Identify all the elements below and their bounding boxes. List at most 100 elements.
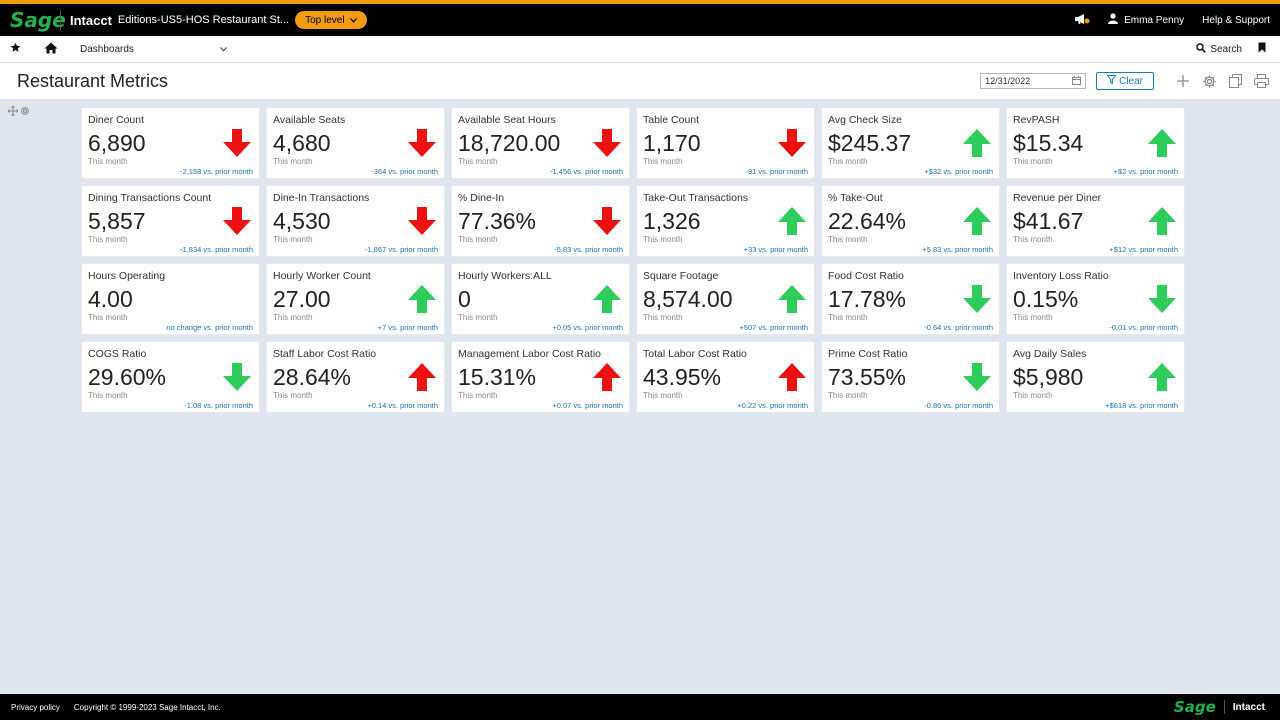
metric-comparison[interactable]: -0.01 vs. prior month	[1109, 323, 1178, 332]
metric-period: This month	[1013, 391, 1053, 400]
arrow-down-icon	[408, 129, 436, 157]
user-menu[interactable]: Emma Penny	[1108, 13, 1184, 27]
clear-filter-button[interactable]: Clear	[1096, 72, 1154, 90]
metric-card[interactable]: Hours Operating 4.00 This month no chang…	[81, 263, 260, 335]
print-icon[interactable]	[1252, 72, 1270, 90]
footer: Privacy policy Copyright © 1999-2023 Sag…	[0, 694, 1280, 720]
metric-period: This month	[828, 391, 868, 400]
metric-title: Revenue per Diner	[1013, 192, 1102, 204]
metric-card[interactable]: Avg Check Size $245.37 This month +$32 v…	[821, 107, 1000, 179]
metric-card[interactable]: Avg Daily Sales $5,980 This month +$618 …	[1006, 341, 1185, 413]
metric-comparison[interactable]: +$32 vs. prior month	[924, 167, 993, 176]
metric-comparison[interactable]: +0.22 vs. prior month	[737, 401, 808, 410]
star-icon[interactable]	[10, 42, 22, 56]
metric-card[interactable]: Dining Transactions Count 5,857 This mon…	[81, 185, 260, 257]
metric-comparison[interactable]: -0.64 vs. prior month	[924, 323, 993, 332]
metric-comparison[interactable]: -1,834 vs. prior month	[180, 245, 253, 254]
company-name[interactable]: Editions-US5-HOS Restaurant St...	[117, 14, 290, 26]
metric-comparison[interactable]: +7 vs. prior month	[377, 323, 438, 332]
metric-comparison[interactable]: -1.08 vs. prior month	[184, 401, 253, 410]
metric-value: 4,680	[273, 130, 331, 156]
dashboards-menu[interactable]: Dashboards	[80, 43, 134, 55]
metric-period: This month	[828, 157, 868, 166]
metric-comparison[interactable]: -1,456 vs. prior month	[550, 167, 623, 176]
metric-comparison[interactable]: +0.14 vs. prior month	[367, 401, 438, 410]
metric-card[interactable]: Take-Out Transactions 1,326 This month +…	[636, 185, 815, 257]
chevron-down-icon[interactable]	[220, 44, 227, 54]
metric-card[interactable]: Revenue per Diner $41.67 This month +$12…	[1006, 185, 1185, 257]
metric-period: This month	[273, 313, 313, 322]
metric-title: Inventory Loss Ratio	[1013, 270, 1109, 282]
metric-value: 15.31%	[458, 364, 537, 390]
filter-icon	[1107, 75, 1117, 87]
metric-period: This month	[458, 235, 498, 244]
metric-card[interactable]: % Dine-In 77.36% This month -5.83 vs. pr…	[451, 185, 630, 257]
metric-value: 8,574.00	[643, 286, 733, 312]
metric-card[interactable]: Available Seat Hours 18,720.00 This mont…	[451, 107, 630, 179]
metric-card[interactable]: Hourly Workers:ALL 0 This month +0.05 vs…	[451, 263, 630, 335]
metric-comparison[interactable]: -0.86 vs. prior month	[924, 401, 993, 410]
home-icon[interactable]	[44, 42, 60, 57]
search-button[interactable]: Search	[1196, 42, 1242, 56]
metric-card[interactable]: Hourly Worker Count 27.00 This month +7 …	[266, 263, 445, 335]
metric-card[interactable]: Diner Count 6,890 This month -2,158 vs. …	[81, 107, 260, 179]
arrow-up-icon	[778, 207, 806, 235]
metric-card[interactable]: Square Footage 8,574.00 This month +507 …	[636, 263, 815, 335]
move-icon[interactable]	[8, 106, 18, 119]
gear-icon[interactable]	[1200, 72, 1218, 90]
arrow-up-icon	[593, 363, 621, 391]
metric-title: Hours Operating	[88, 270, 166, 282]
entity-level-button[interactable]: Top level	[295, 11, 367, 29]
gear-icon[interactable]	[20, 106, 30, 119]
metric-comparison[interactable]: -2,158 vs. prior month	[180, 167, 253, 176]
metric-card[interactable]: RevPASH $15.34 This month +$2 vs. prior …	[1006, 107, 1185, 179]
as-of-date-field[interactable]: 12/31/2022	[980, 73, 1087, 89]
metric-comparison[interactable]: no change vs. prior month	[166, 323, 253, 332]
metric-title: Table Count	[643, 114, 700, 126]
metric-comparison[interactable]: +507 vs. prior month	[739, 323, 808, 332]
metric-comparison[interactable]: -91 vs. prior month	[745, 167, 808, 176]
metric-comparison[interactable]: +0.07 vs. prior month	[552, 401, 623, 410]
privacy-policy-link[interactable]: Privacy policy	[11, 702, 60, 712]
metric-value: 29.60%	[88, 364, 167, 390]
arrow-down-icon	[778, 129, 806, 157]
metric-value: 1,326	[643, 208, 701, 234]
metric-comparison[interactable]: -5.83 vs. prior month	[554, 245, 623, 254]
metric-card[interactable]: Dine-In Transactions 4,530 This month -1…	[266, 185, 445, 257]
metric-card[interactable]: Management Labor Cost Ratio 15.31% This …	[451, 341, 630, 413]
metric-title: Management Labor Cost Ratio	[458, 348, 601, 360]
plus-icon[interactable]	[1174, 72, 1192, 90]
metric-card[interactable]: Inventory Loss Ratio 0.15% This month -0…	[1006, 263, 1185, 335]
metric-card[interactable]: % Take-Out 22.64% This month +5.83 vs. p…	[821, 185, 1000, 257]
metric-title: Staff Labor Cost Ratio	[273, 348, 377, 360]
metric-comparison[interactable]: -364 vs. prior month	[371, 167, 438, 176]
metric-comparison[interactable]: +5.83 vs. prior month	[922, 245, 993, 254]
megaphone-icon[interactable]	[1074, 13, 1090, 28]
metric-card[interactable]: COGS Ratio 29.60% This month -1.08 vs. p…	[81, 341, 260, 413]
metric-comparison[interactable]: +$618 vs. prior month	[1105, 401, 1178, 410]
metric-card[interactable]: Food Cost Ratio 17.78% This month -0.64 …	[821, 263, 1000, 335]
arrow-up-icon	[408, 363, 436, 391]
arrow-down-icon	[963, 285, 991, 313]
metric-title: Avg Check Size	[828, 114, 902, 126]
metric-card[interactable]: Available Seats 4,680 This month -364 vs…	[266, 107, 445, 179]
metric-value: 0.15%	[1013, 286, 1079, 312]
copy-icon[interactable]	[1226, 72, 1244, 90]
metrics-grid: Diner Count 6,890 This month -2,158 vs. …	[81, 107, 1189, 413]
sage-logo[interactable]: Sage	[10, 8, 66, 32]
metric-comparison[interactable]: -1,867 vs. prior month	[365, 245, 438, 254]
bookmark-icon[interactable]	[1258, 42, 1266, 56]
metric-comparison[interactable]: +33 vs. prior month	[743, 245, 808, 254]
metric-comparison[interactable]: +$2 vs. prior month	[1113, 167, 1178, 176]
metric-title: Total Labor Cost Ratio	[643, 348, 747, 360]
metric-value: 18,720.00	[458, 130, 561, 156]
metric-card[interactable]: Table Count 1,170 This month -91 vs. pri…	[636, 107, 815, 179]
arrow-up-icon	[1148, 129, 1176, 157]
metric-card[interactable]: Staff Labor Cost Ratio 28.64% This month…	[266, 341, 445, 413]
metric-card[interactable]: Total Labor Cost Ratio 43.95% This month…	[636, 341, 815, 413]
metric-comparison[interactable]: +0.05 vs. prior month	[552, 323, 623, 332]
calendar-icon[interactable]	[1072, 75, 1082, 87]
metric-card[interactable]: Prime Cost Ratio 73.55% This month -0.86…	[821, 341, 1000, 413]
metric-comparison[interactable]: +$12 vs. prior month	[1109, 245, 1178, 254]
help-support-link[interactable]: Help & Support	[1202, 14, 1270, 26]
